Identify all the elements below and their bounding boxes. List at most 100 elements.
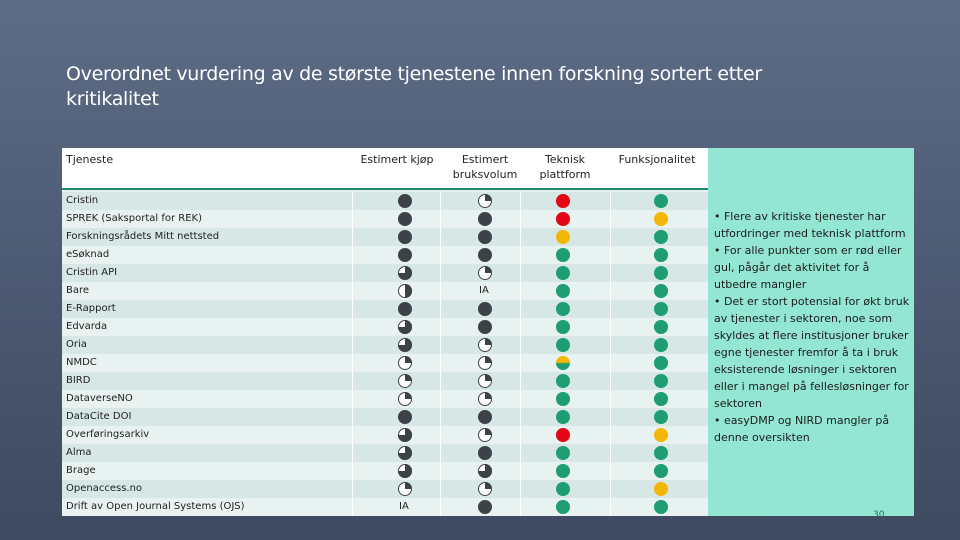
summary-note: • easyDMP og NIRD mangler på denne overs… (714, 414, 890, 444)
column-divider (520, 282, 521, 300)
column-divider (440, 192, 441, 210)
estimert-bruk-indicator (478, 392, 492, 406)
column-divider (440, 354, 441, 372)
estimert-bruk-indicator (478, 464, 492, 478)
estimert-bruk-indicator (478, 302, 492, 316)
summary-box: • Flere av kritiske tjenester har utford… (708, 148, 914, 516)
estimert-bruk-indicator (478, 320, 492, 334)
column-divider (610, 246, 611, 264)
column-divider (610, 444, 611, 462)
column-divider (440, 318, 441, 336)
column-divider (352, 372, 353, 390)
column-divider (352, 426, 353, 444)
estimert-kjop-indicator (398, 284, 412, 298)
estimert-kjop-indicator (398, 446, 412, 460)
service-name: Oria (66, 339, 87, 350)
estimert-bruk-indicator (478, 482, 492, 496)
funksjonalitet-status (654, 194, 668, 208)
column-divider (520, 408, 521, 426)
table-row: eSøknad (62, 246, 708, 264)
summary-note: • For alle punkter som er rød eller gul,… (714, 244, 902, 291)
funksjonalitet-status (654, 266, 668, 280)
column-divider (352, 300, 353, 318)
table-row: Oria (62, 336, 708, 354)
column-divider (352, 354, 353, 372)
column-divider (440, 498, 441, 516)
page-number: 30 (873, 510, 885, 520)
column-divider (520, 228, 521, 246)
column-divider (610, 264, 611, 282)
funksjonalitet-status (654, 248, 668, 262)
column-divider (352, 282, 353, 300)
column-divider (440, 210, 441, 228)
funksjonalitet-status (654, 302, 668, 316)
estimert-kjop-indicator (398, 230, 412, 244)
teknisk-plattform-status (556, 500, 570, 514)
service-name: Openaccess.no (66, 483, 143, 494)
estimert-bruk-indicator (478, 500, 492, 514)
services-table: Tjeneste Estimert kjøp Estimert bruksvol… (62, 148, 708, 516)
table-row: DataverseNO (62, 390, 708, 408)
column-divider (610, 372, 611, 390)
column-divider (610, 210, 611, 228)
teknisk-plattform-status (556, 356, 570, 370)
teknisk-plattform-status (556, 482, 570, 496)
teknisk-plattform-status (556, 320, 570, 334)
service-name: Forskningsrådets Mitt nettsted (66, 231, 220, 242)
funksjonalitet-status (654, 338, 668, 352)
summary-note: • Flere av kritiske tjenester har utford… (714, 210, 906, 240)
column-divider (352, 192, 353, 210)
column-divider (352, 246, 353, 264)
estimert-bruk-indicator (478, 212, 492, 226)
teknisk-plattform-status (556, 194, 570, 208)
header-tek-line1: Teknisk (544, 153, 586, 166)
column-divider (440, 336, 441, 354)
service-name: Alma (66, 447, 92, 458)
funksjonalitet-status (654, 374, 668, 388)
funksjonalitet-status (654, 284, 668, 298)
estimert-kjop-indicator (398, 248, 412, 262)
table-row: Forskningsrådets Mitt nettsted (62, 228, 708, 246)
teknisk-plattform-status (556, 248, 570, 262)
estimert-kjop-indicator (398, 212, 412, 226)
estimert-bruk-indicator (478, 446, 492, 460)
column-divider (440, 228, 441, 246)
estimert-kjop-indicator (398, 428, 412, 442)
estimert-bruk-indicator (478, 410, 492, 424)
column-divider (352, 498, 353, 516)
table-row: Bare IA (62, 282, 708, 300)
estimert-bruk-indicator (478, 428, 492, 442)
column-divider (440, 408, 441, 426)
column-divider (440, 246, 441, 264)
slide-title: Overordnet vurdering av de største tjene… (66, 63, 762, 110)
estimert-bruk-indicator (478, 230, 492, 244)
teknisk-plattform-status (556, 284, 570, 298)
column-divider (520, 318, 521, 336)
teknisk-plattform-status (556, 230, 570, 244)
estimert-kjop-indicator (398, 356, 412, 370)
header-tjeneste: Tjeneste (66, 153, 114, 166)
estimert-kjop-indicator (398, 302, 412, 316)
table-row: Brage (62, 462, 708, 480)
column-divider (520, 498, 521, 516)
service-name: Edvarda (66, 321, 108, 332)
service-name: Drift av Open Journal Systems (OJS) (66, 501, 245, 512)
estimert-kjop-indicator (398, 374, 412, 388)
column-divider (440, 264, 441, 282)
column-divider (520, 462, 521, 480)
teknisk-plattform-status (556, 374, 570, 388)
table-header: Tjeneste Estimert kjøp Estimert bruksvol… (62, 148, 708, 190)
funksjonalitet-status (654, 464, 668, 478)
table-row: SPREK (Saksportal for REK) (62, 210, 708, 228)
teknisk-plattform-status (556, 464, 570, 478)
column-divider (352, 264, 353, 282)
service-name: Cristin API (66, 267, 118, 278)
service-name: eSøknad (66, 249, 110, 260)
column-divider (352, 462, 353, 480)
table-row: Openaccess.no (62, 480, 708, 498)
column-divider (440, 462, 441, 480)
teknisk-plattform-status (556, 410, 570, 424)
column-divider (610, 462, 611, 480)
column-divider (610, 480, 611, 498)
estimert-bruk-indicator (478, 266, 492, 280)
